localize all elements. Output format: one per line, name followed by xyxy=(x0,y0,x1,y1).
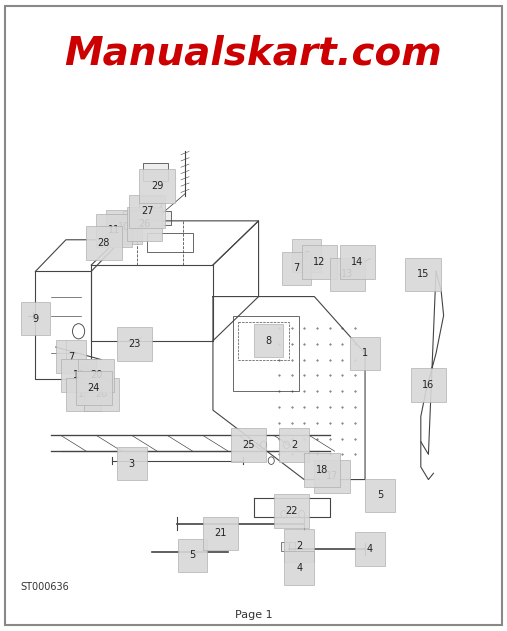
Text: 8: 8 xyxy=(266,336,272,346)
Text: 5: 5 xyxy=(377,490,383,500)
Text: 15: 15 xyxy=(417,269,429,280)
FancyBboxPatch shape xyxy=(139,196,161,208)
Text: 12: 12 xyxy=(313,257,325,267)
Text: 19: 19 xyxy=(78,389,90,399)
Text: 4: 4 xyxy=(367,544,373,554)
Text: 27: 27 xyxy=(141,206,153,216)
Text: 24: 24 xyxy=(88,383,100,393)
Text: 20: 20 xyxy=(95,389,107,399)
Text: ST000636: ST000636 xyxy=(20,582,69,592)
Text: 11: 11 xyxy=(108,225,120,235)
Text: 6: 6 xyxy=(304,251,310,261)
Text: 28: 28 xyxy=(98,238,110,248)
Text: 7: 7 xyxy=(68,351,74,362)
Text: 17: 17 xyxy=(326,471,338,481)
Text: 1: 1 xyxy=(362,348,368,358)
Text: 19: 19 xyxy=(73,370,85,380)
Text: 29: 29 xyxy=(151,181,163,191)
Text: 4: 4 xyxy=(296,563,302,573)
Text: 25: 25 xyxy=(242,440,255,450)
FancyBboxPatch shape xyxy=(123,211,171,225)
Text: 2: 2 xyxy=(291,440,297,450)
Text: 26: 26 xyxy=(138,219,151,229)
Text: Manualskart.com: Manualskart.com xyxy=(64,35,443,73)
FancyBboxPatch shape xyxy=(5,6,502,625)
Text: 21: 21 xyxy=(214,528,227,538)
Text: 10: 10 xyxy=(118,222,130,232)
Text: 22: 22 xyxy=(285,506,298,516)
Text: 14: 14 xyxy=(351,257,364,267)
Text: 13: 13 xyxy=(341,269,353,280)
Text: 7: 7 xyxy=(294,263,300,273)
Text: 18: 18 xyxy=(316,465,328,475)
Text: 5: 5 xyxy=(190,550,196,560)
FancyBboxPatch shape xyxy=(281,542,295,551)
FancyBboxPatch shape xyxy=(143,163,168,181)
Text: 20: 20 xyxy=(90,370,102,380)
Text: Page 1: Page 1 xyxy=(235,610,272,620)
Text: 9: 9 xyxy=(32,314,39,324)
Text: 16: 16 xyxy=(422,380,434,390)
Text: 2: 2 xyxy=(296,541,302,551)
Text: 23: 23 xyxy=(128,339,140,349)
Text: 3: 3 xyxy=(129,459,135,469)
